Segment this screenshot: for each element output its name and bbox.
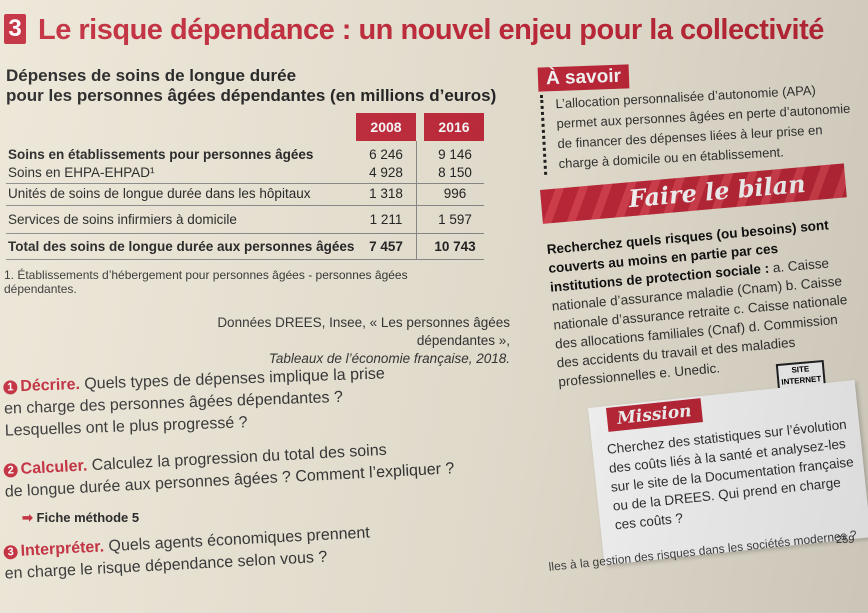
- page-number: 259: [836, 534, 855, 546]
- value-2008: 4 928: [369, 165, 403, 180]
- row-label: Unités de soins de longue durée dans les…: [8, 186, 311, 201]
- column-divider: [416, 141, 417, 259]
- value-2016: 8 150: [438, 165, 472, 180]
- question-1: 1 Décrire. Quels types de dépenses impliq…: [3, 363, 387, 442]
- value-2016: 9 146: [438, 147, 472, 162]
- row-label: Soins en établissements pour personnes â…: [8, 147, 314, 162]
- table-title: Dépenses de soins de longue durée pour l…: [6, 66, 496, 106]
- table-row-total: Total des soins de longue durée aux pers…: [6, 233, 484, 260]
- table-row: Soins en établissements pour personnes â…: [6, 141, 484, 184]
- value-2016: 996: [443, 186, 467, 201]
- a-savoir-label: À savoir: [537, 64, 630, 92]
- source-line2: Tableaux de l’économie française, 2018.: [268, 351, 510, 366]
- section-title: Le risque dépendance : un nouvel enjeu p…: [38, 14, 824, 46]
- value-2008: 1 318: [369, 186, 403, 201]
- section-number: 3: [4, 14, 26, 44]
- question-number: 1: [3, 380, 18, 395]
- table-source: Données DREES, Insee, « Les personnes âg…: [140, 314, 510, 368]
- arrow-right-icon: ➡: [22, 510, 33, 525]
- method-sheet-link[interactable]: ➡ Fiche méthode 5: [22, 510, 139, 526]
- value-2016: 1 597: [438, 212, 472, 227]
- question-3: 3 Interpréter. Quels agents économiques p…: [3, 522, 371, 585]
- value-2008: 6 246: [369, 147, 403, 162]
- row-label: Total des soins de longue durée aux pers…: [8, 239, 355, 254]
- value-2016: 10 743: [434, 239, 476, 254]
- expenses-table: 2008 2016 Soins en établissements pour p…: [6, 113, 484, 260]
- table-row: Unités de soins de longue durée dans les…: [6, 183, 484, 206]
- source-line1: Données DREES, Insee, « Les personnes âg…: [217, 315, 510, 348]
- question-keyword: Interpréter.: [20, 538, 105, 560]
- question-keyword: Décrire.: [20, 376, 81, 396]
- table-row: Services de soins infirmiers à domicile …: [6, 205, 484, 234]
- row-label: Soins en EHPA-EHPAD¹: [8, 165, 155, 180]
- method-sheet-label: Fiche méthode 5: [36, 510, 140, 525]
- question-number: 2: [3, 463, 19, 478]
- question-keyword: Calculer.: [20, 457, 88, 478]
- table-title-line2: pour les personnes âgées dépendantes (en…: [6, 86, 497, 105]
- bilan-title: Faire le bilan: [627, 168, 807, 214]
- a-savoir-text: L’allocation personnalisée d’autonomie (…: [540, 78, 859, 175]
- value-2008: 1 211: [369, 212, 403, 227]
- question-2: 2 Calculer. Calculez la progression du to…: [3, 436, 455, 503]
- question-text-line3: Lesquelles ont le plus progressé ?: [4, 414, 248, 440]
- value-2008: 7 457: [369, 239, 403, 254]
- table-title-line1: Dépenses de soins de longue durée: [6, 66, 297, 85]
- column-header-2016: 2016: [424, 113, 484, 141]
- question-text: Quels agents économiques prennent: [108, 524, 371, 556]
- question-number: 3: [3, 544, 19, 560]
- row-label: Services de soins infirmiers à domicile: [8, 212, 237, 227]
- table-footnote: 1. Établissements d’hébergement pour per…: [4, 268, 408, 296]
- column-header-2008: 2008: [356, 113, 416, 141]
